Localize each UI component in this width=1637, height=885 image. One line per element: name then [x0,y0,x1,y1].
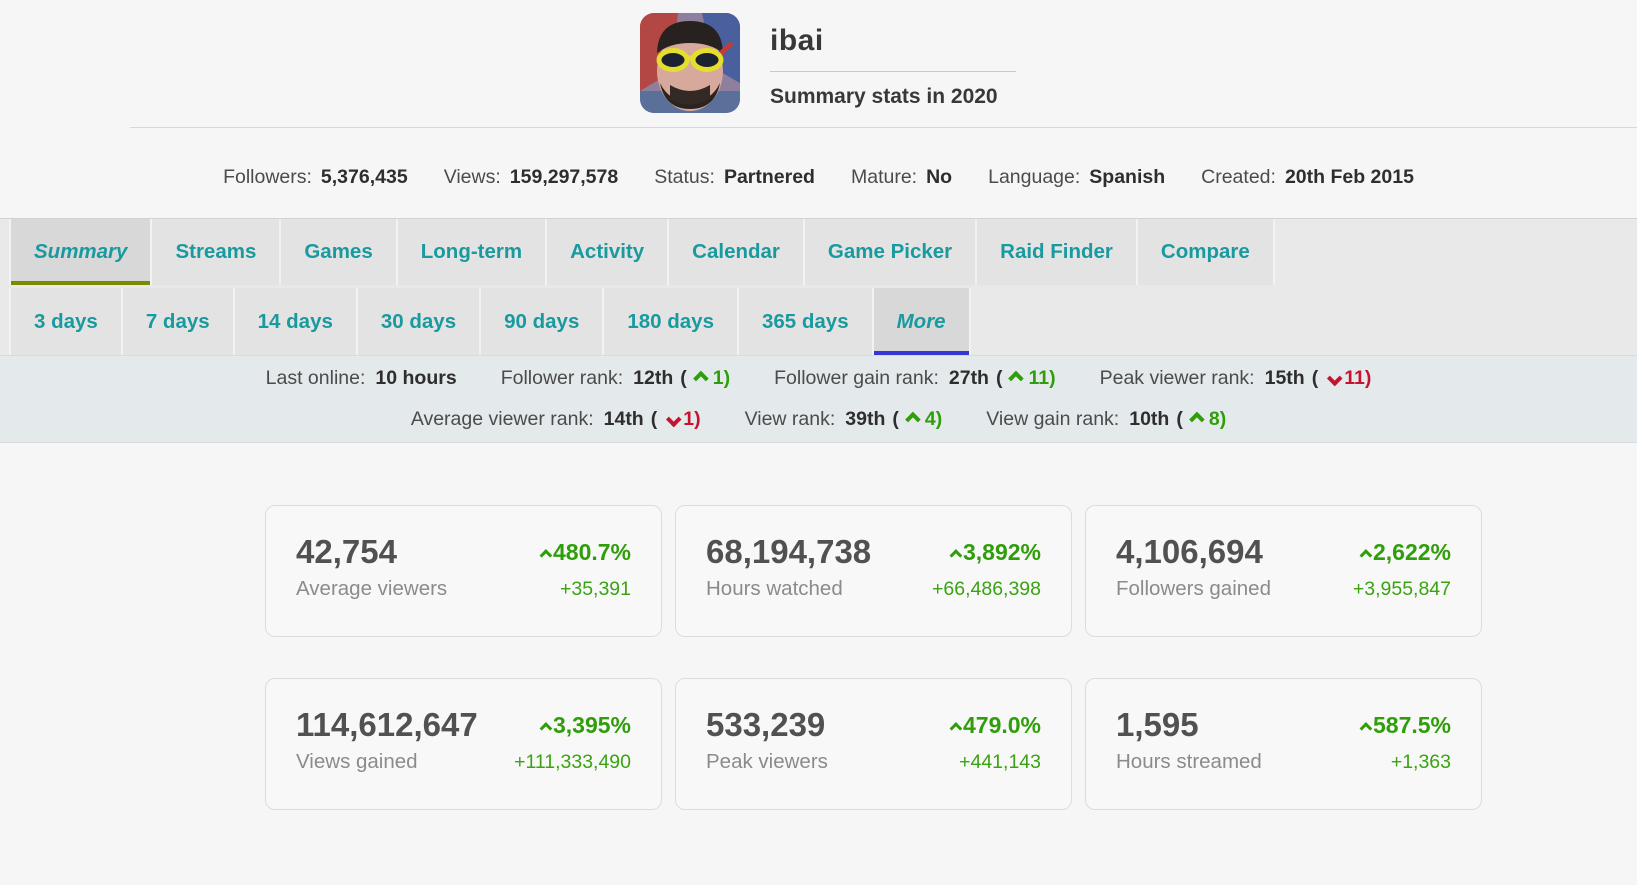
tab-summary[interactable]: Summary [9,219,153,285]
stat-value: 114,612,647 [296,706,478,743]
profile-title-block: ibai Summary stats in 2020 [770,24,1016,109]
stat-delta: +35,391 [559,578,631,600]
tab-raid-finder[interactable]: Raid Finder [977,219,1138,285]
chevron-down-icon [1327,370,1343,387]
rank-follower: Follower rank: 12th ( 1) [500,367,731,389]
stat-cards-grid: 42,754 Average viewers 480.7% +35,391 68… [265,505,1482,810]
stat-percent: 3,892% [932,532,1041,572]
stat-value: 1,595 [1116,706,1199,743]
stat-label: Peak viewers [706,750,828,773]
range-tab-row: 3 days 7 days 14 days 30 days 90 days 18… [0,288,1637,356]
streamer-avatar-image [640,13,740,113]
stat-label: Average viewers [296,577,448,600]
tab-14-days[interactable]: 14 days [234,288,358,356]
stat-percent: 3,395% [514,705,631,745]
stat-delta: +66,486,398 [932,578,1041,600]
tab-compare[interactable]: Compare [1137,219,1275,285]
tab-streams[interactable]: Streams [152,219,282,285]
rank-row-2: Average viewer rank: 14th ( 1) View rank… [0,400,1637,439]
stat-percent: 480.7% [539,532,631,572]
stat-percent: 587.5% [1359,705,1451,745]
page-title: ibai [770,24,824,57]
chevron-down-icon [666,411,682,428]
rank-view: View rank: 39th ( 4) [744,408,943,430]
chevron-up-icon [1359,722,1373,735]
tab-strip: Summary Streams Games Long-term Activity… [0,218,1637,356]
card-hours-streamed: 1,595 Hours streamed 587.5% +1,363 [1085,678,1482,810]
rank-row-1: Last online: 10 hours Follower rank: 12t… [0,359,1637,398]
card-views-gained: 114,612,647 Views gained 3,395% +111,333… [265,678,662,810]
rank-view-gain: View gain rank: 10th ( 8) [986,408,1227,430]
profile-info-row: Followers: 5,376,435 Views: 159,297,578 … [0,148,1637,206]
info-language: Language: Spanish [988,165,1166,188]
chevron-up-icon [1188,411,1205,428]
page-subtitle: Summary stats in 2020 [770,85,998,108]
tab-long-term[interactable]: Long-term [397,219,548,285]
rank-peak-viewer: Peak viewer rank: 15th ( 11) [1099,367,1372,389]
stat-delta: +3,955,847 [1352,578,1451,600]
stat-label: Followers gained [1116,577,1271,600]
ranks-strip: Last online: 10 hours Follower rank: 12t… [0,355,1637,443]
stat-label: Views gained [296,750,418,773]
info-followers: Followers: 5,376,435 [223,165,408,188]
stat-value: 42,754 [296,533,397,570]
tab-365-days[interactable]: 365 days [738,288,874,356]
stat-percent: 2,622% [1353,532,1451,572]
chevron-up-icon [949,549,963,562]
stat-value: 68,194,738 [706,533,872,570]
chevron-up-icon [1359,549,1373,562]
info-mature: Mature: No [850,165,953,188]
chevron-up-icon [949,722,963,735]
stat-delta: +111,333,490 [514,751,631,773]
chevron-up-icon [905,411,921,428]
tab-90-days[interactable]: 90 days [481,288,605,356]
card-peak-viewers: 533,239 Peak viewers 479.0% +441,143 [675,678,1072,810]
rank-average-viewer: Average viewer rank: 14th ( 1) [410,408,701,430]
rank-last-online: Last online: 10 hours [265,367,457,389]
info-created: Created: 20th Feb 2015 [1201,165,1414,188]
card-average-viewers: 42,754 Average viewers 480.7% +35,391 [265,505,662,637]
chevron-up-icon [1008,370,1025,387]
info-views: Views: 159,297,578 [443,165,619,188]
stat-percent: 479.0% [949,705,1041,745]
avatar[interactable] [640,13,740,113]
tab-calendar[interactable]: Calendar [669,219,805,285]
nav-tab-row: Summary Streams Games Long-term Activity… [0,219,1637,285]
stat-label: Hours streamed [1116,750,1262,773]
tab-3-days[interactable]: 3 days [9,288,123,356]
info-status: Status: Partnered [654,165,815,188]
stat-value: 4,106,694 [1116,533,1263,570]
card-hours-watched: 68,194,738 Hours watched 3,892% +66,486,… [675,505,1072,637]
stat-delta: +1,363 [1390,751,1451,773]
rank-follower-gain: Follower gain rank: 27th ( 11) [774,367,1056,389]
tab-180-days[interactable]: 180 days [604,288,739,356]
stat-value: 533,239 [706,706,826,743]
chevron-up-icon [692,370,709,387]
tab-game-picker[interactable]: Game Picker [804,219,978,285]
card-followers-gained: 4,106,694 Followers gained 2,622% +3,955… [1085,505,1482,637]
chevron-up-icon [539,549,553,562]
tab-7-days[interactable]: 7 days [122,288,235,356]
header-divider [130,127,1637,128]
tab-activity[interactable]: Activity [547,219,670,285]
title-divider [770,71,1016,72]
stat-delta: +441,143 [959,751,1041,773]
tab-games[interactable]: Games [281,219,398,285]
tab-30-days[interactable]: 30 days [357,288,482,356]
tab-more[interactable]: More [873,288,971,356]
chevron-up-icon [539,722,553,735]
stat-label: Hours watched [706,577,843,600]
